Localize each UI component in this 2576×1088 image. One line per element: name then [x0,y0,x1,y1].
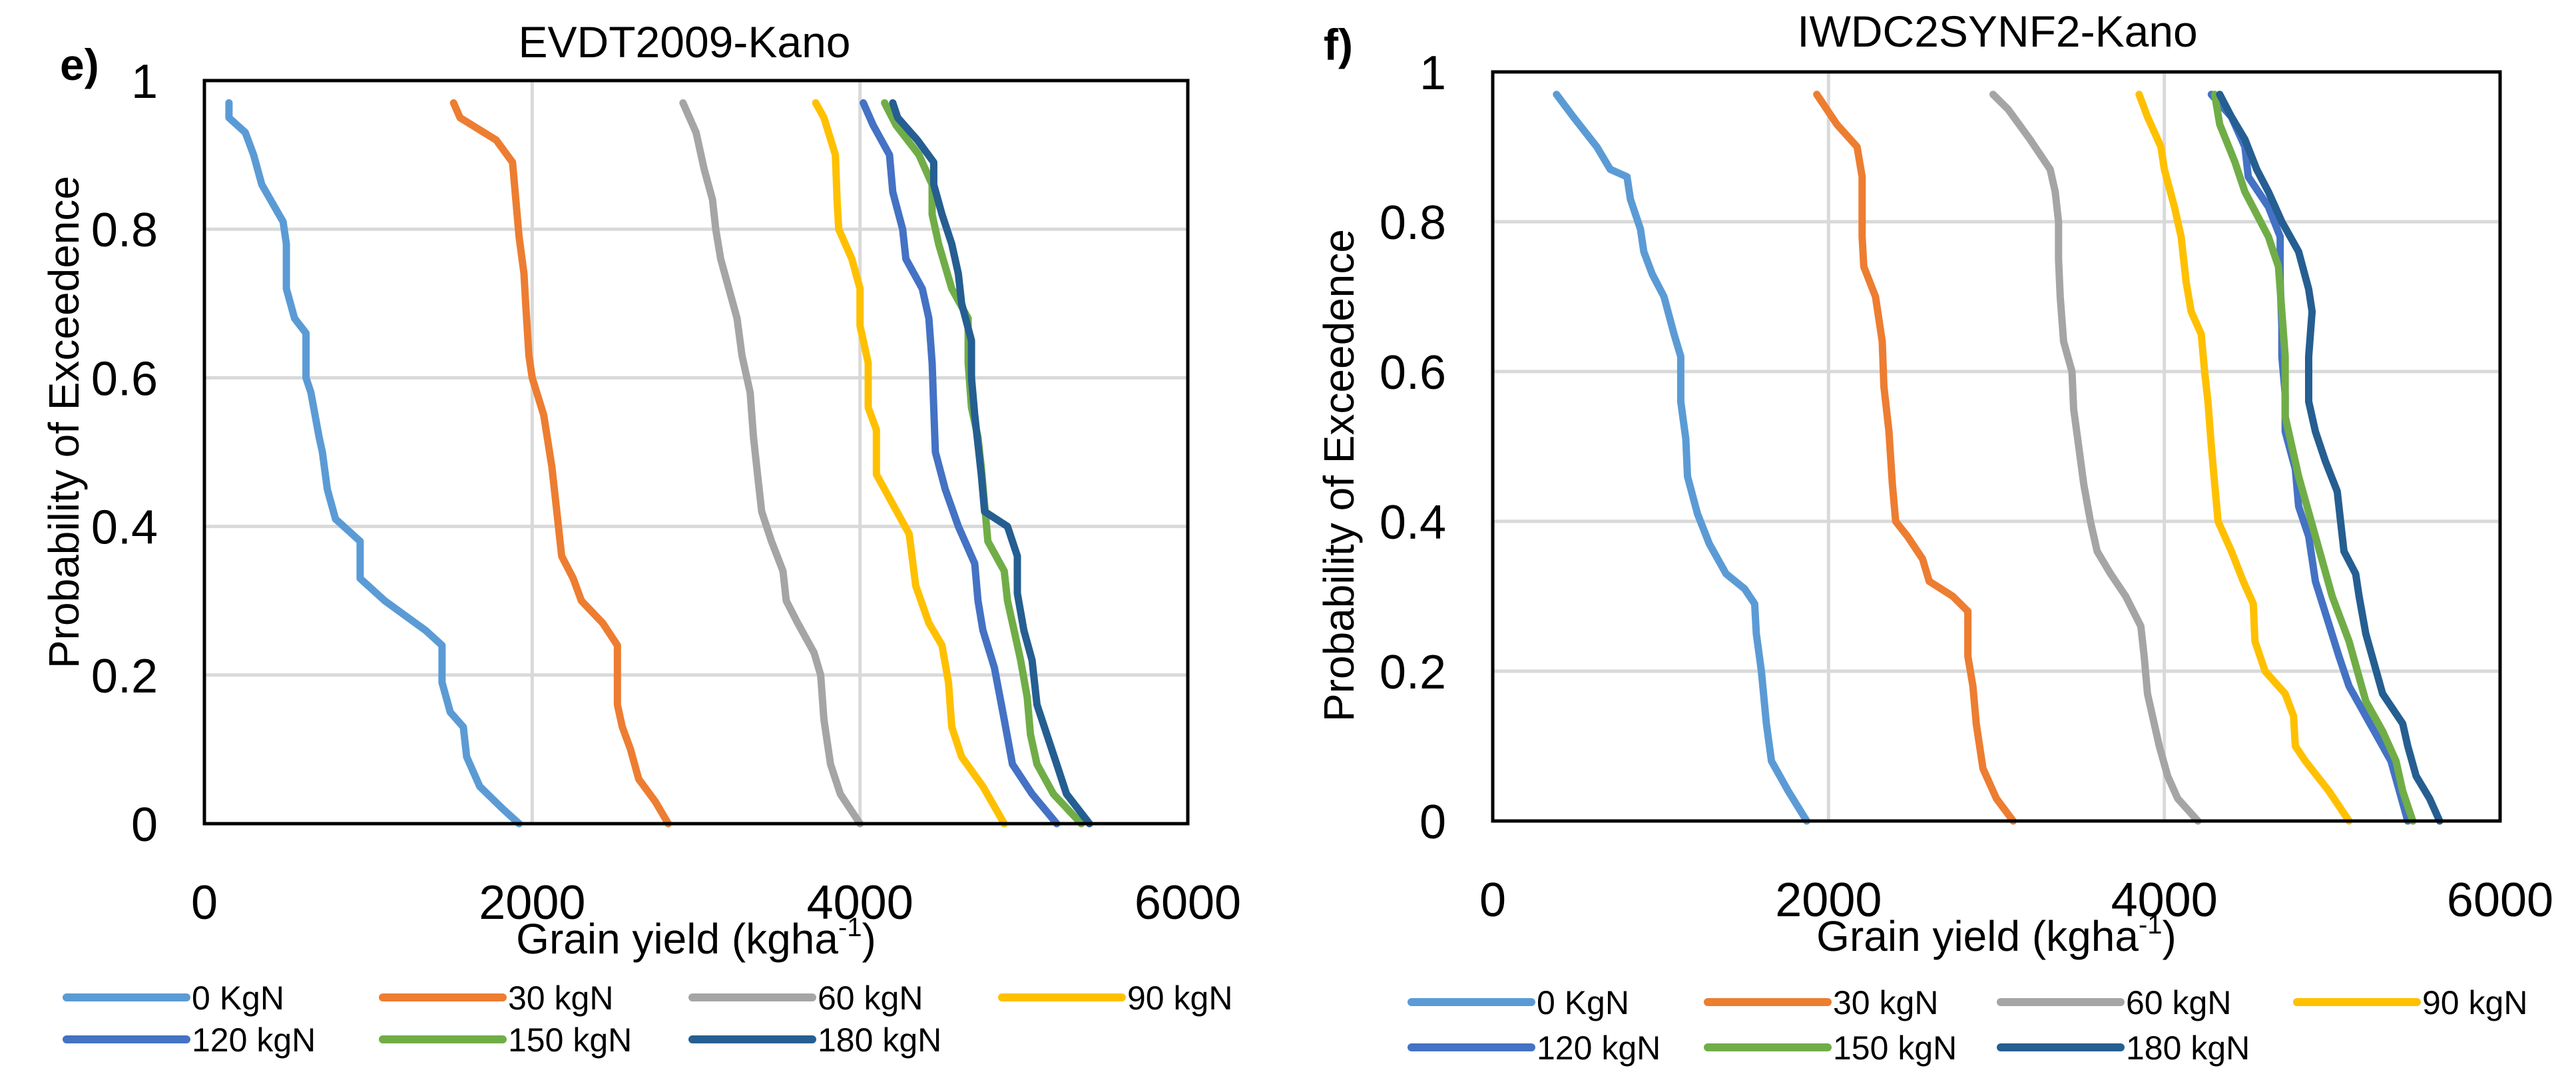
panel-f-y-axis-label: Probability of Exceedence [1315,229,1363,722]
panel-f-series-120-kgn [2207,91,2412,825]
panel-e-legend-label: 0 KgN [192,979,284,1017]
panel-e-y-tick-label: 1 [131,55,158,109]
panel-e-series-90-kgn [812,99,1008,828]
panel-e-y-tick-label: 0 [131,798,158,852]
panel-f-legend-label: 90 kgN [2422,984,2527,1021]
panel-f-y-tick-label: 0.2 [1380,646,1446,699]
panel-e-series-30-kgn [449,99,672,828]
panel-e-legend-label: 180 kgN [818,1021,941,1059]
panel-f-x-axis-label: Grain yield (kgha-1) [1816,910,2177,960]
panel-f-legend-label: 150 kgN [1833,1029,1957,1067]
panel-e-title: EVDT2009-Kano [519,17,851,67]
panel-e-x-tick-label: 2000 [479,876,585,930]
panel-e-legend-label: 30 kgN [508,979,613,1017]
panel-f-y-tick-label: 0.6 [1380,346,1446,400]
panel-e-series-180-kgn [889,99,1093,828]
panel-e-y-tick-label: 0.8 [91,204,158,257]
panel-f-series-60-kgn [1989,91,2202,825]
panel-f-y-tick-label: 0 [1419,796,1446,849]
panel-f-series-90-kgn [2135,91,2353,825]
panel-f-y-tick-label: 1 [1419,47,1446,100]
panel-f-series-180-kgn [2216,91,2444,825]
panel-e-plot-frame [202,79,1190,826]
panel-f-y-tick-label: 0.8 [1380,196,1446,250]
panel-f-label: f) [1324,20,1353,69]
panel-e-y-tick-label: 0.6 [91,352,158,406]
panel-e-series-120-kgn [860,99,1061,828]
panel-e-legend-label: 60 kgN [818,979,923,1017]
panel-f-title: IWDC2SYNF2-Kano [1797,7,2198,56]
panel-f-x-tick-label: 4000 [2111,874,2218,927]
panel-e-x-tick-label: 0 [191,876,218,930]
panel-f-legend-label: 120 kgN [1537,1029,1661,1067]
panel-e-legend-label: 120 kgN [192,1021,316,1059]
panel-f-series-30-kgn [1813,91,2017,825]
panel-e-label: e) [60,40,99,89]
panel-f-legend-label: 60 kgN [2126,984,2231,1021]
panel-f-legend-label: 0 KgN [1537,984,1629,1021]
panel-f-x-tick-label: 2000 [1775,874,1882,927]
panel-e-x-axis-label: Grain yield (kgha-1) [516,913,876,963]
panel-e-legend-label: 150 kgN [508,1021,632,1059]
panel-e-x-tick-label: 6000 [1135,876,1241,930]
panel-e-x-tick-label: 4000 [807,876,913,930]
panel-f-series-150-kgn [2210,91,2417,825]
panel-f-legend-label: 180 kgN [2126,1029,2250,1067]
panel-e-legend-label: 90 kgN [1127,979,1232,1017]
panel-e-y-tick-label: 0.2 [91,650,158,703]
panel-f-x-tick-label: 0 [1479,874,1506,927]
panel-e-series-60-kgn [679,99,864,828]
panel-f-y-tick-label: 0.4 [1380,496,1446,549]
panel-e-y-axis-label: Probability of Exceedence [40,176,88,669]
panel-f-x-tick-label: 6000 [2447,874,2553,927]
panel-e-series-0-kgn [225,99,523,828]
panel-f-plot-frame [1491,70,2502,823]
panel-f-series-0-kgn [1553,91,1811,825]
panel-e-y-tick-label: 0.4 [91,501,158,555]
panel-f-legend-label: 30 kgN [1833,984,1938,1021]
